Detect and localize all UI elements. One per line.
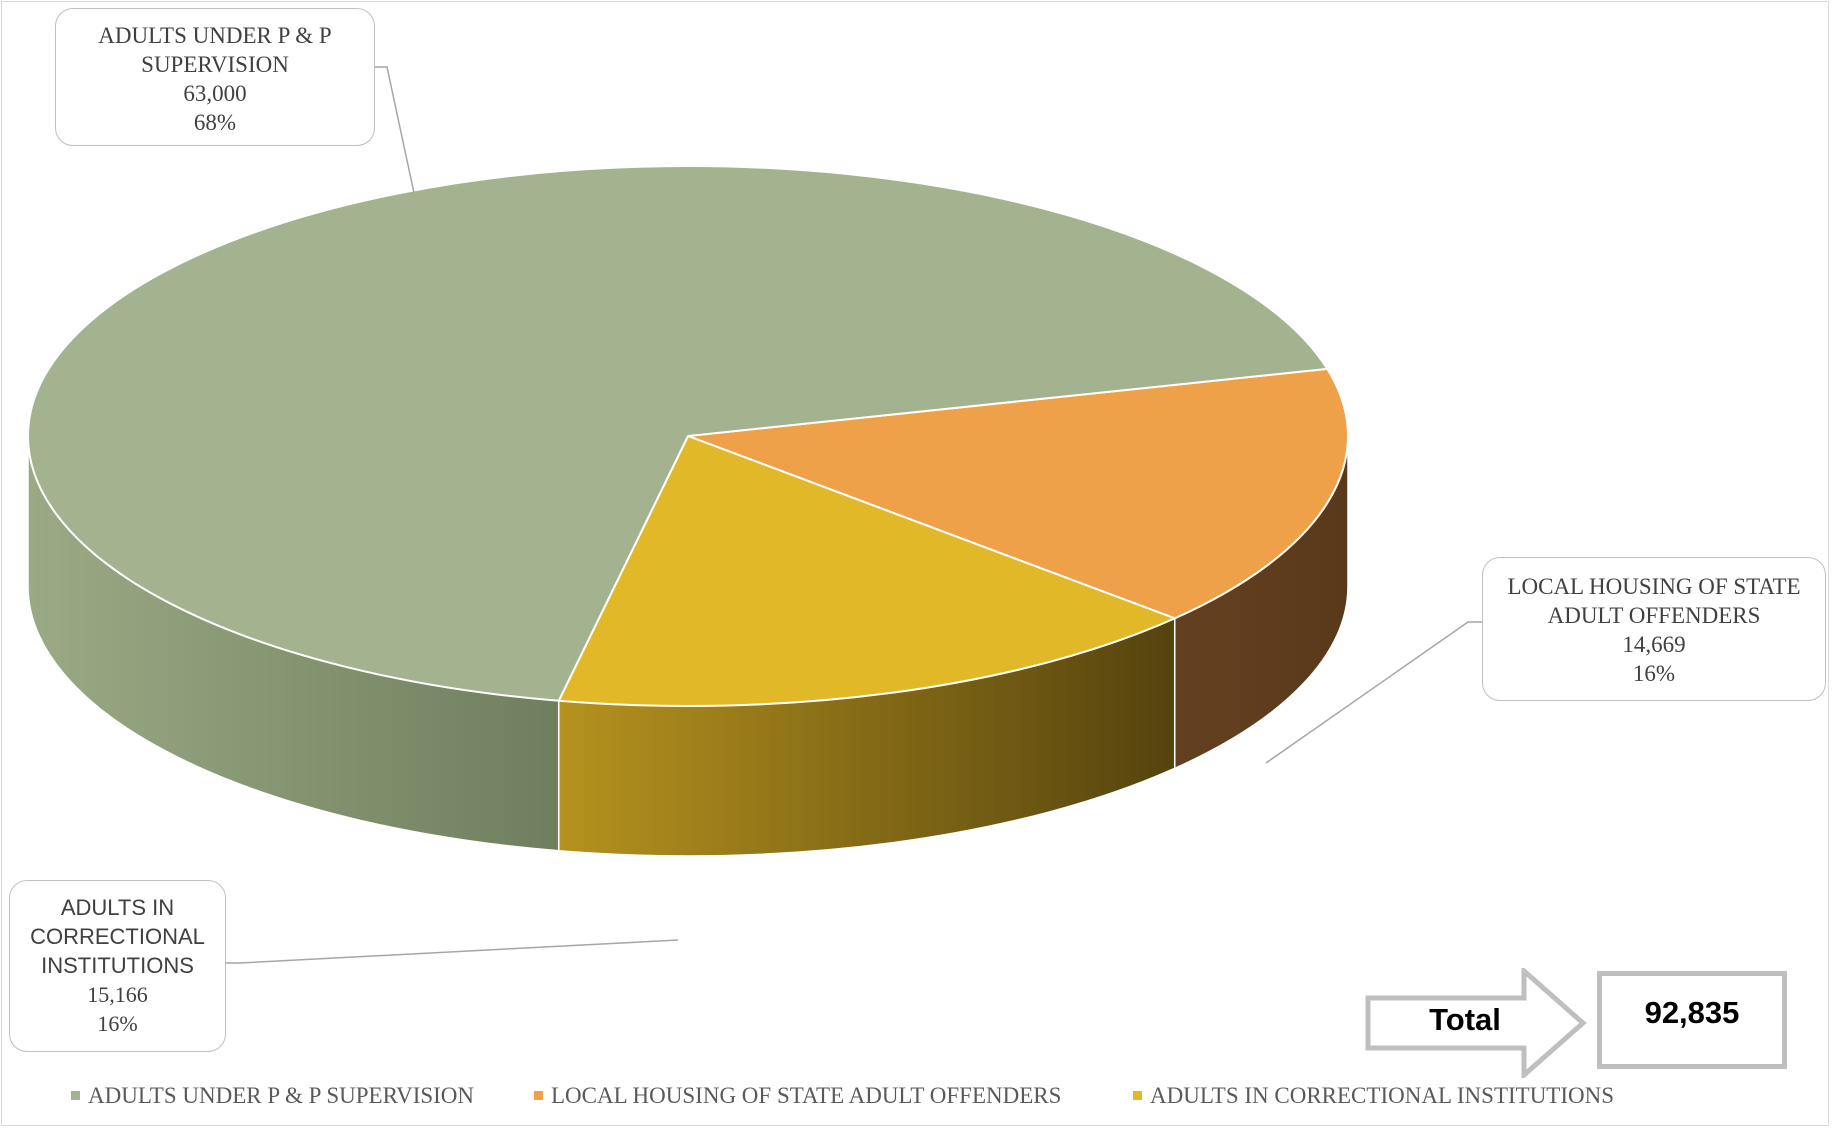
legend-swatch-institutions bbox=[1133, 1091, 1142, 1101]
data-label-institutions-line3: INSTITUTIONS bbox=[41, 953, 194, 978]
data-label-supervision-line2: SUPERVISION bbox=[141, 52, 289, 77]
total-arrow-icon bbox=[1365, 968, 1587, 1078]
data-label-institutions-line2: CORRECTIONAL bbox=[30, 924, 205, 949]
legend-item-local-housing: LOCAL HOUSING OF STATE ADULT OFFENDERS bbox=[534, 1083, 1061, 1109]
data-label-supervision-percent: 68% bbox=[193, 110, 237, 135]
leader-lines bbox=[226, 66, 1482, 964]
data-label-institutions: ADULTS IN CORRECTIONAL INSTITUTIONS 15,1… bbox=[9, 880, 226, 1052]
data-label-institutions-line1: ADULTS IN bbox=[60, 895, 175, 920]
data-label-local-housing-percent: 16% bbox=[1632, 661, 1676, 686]
data-label-institutions-percent: 16% bbox=[97, 1011, 138, 1036]
pie-slice-supervision bbox=[27, 165, 1329, 702]
pie-slice-institutions bbox=[557, 434, 1178, 707]
total-label: Total bbox=[1429, 1002, 1501, 1037]
legend-label-local-housing: LOCAL HOUSING OF STATE ADULT OFFENDERS bbox=[551, 1083, 1062, 1108]
pie-slice-local-housing bbox=[687, 367, 1349, 620]
data-label-local-housing-value: 14,669 bbox=[1622, 632, 1686, 657]
legend-swatch-supervision bbox=[71, 1091, 80, 1101]
legend-swatch-local-housing bbox=[534, 1091, 543, 1101]
legend-label-supervision: ADULTS UNDER P & P SUPERVISION bbox=[88, 1083, 475, 1108]
legend-item-supervision: ADULTS UNDER P & P SUPERVISION bbox=[71, 1083, 474, 1109]
data-label-supervision-line1: ADULTS UNDER P & P bbox=[98, 23, 332, 48]
legend-item-institutions: ADULTS IN CORRECTIONAL INSTITUTIONS bbox=[1133, 1083, 1614, 1109]
legend: ADULTS UNDER P & P SUPERVISION LOCAL HOU… bbox=[0, 1083, 1832, 1113]
data-label-supervision: ADULTS UNDER P & P SUPERVISION 63,000 68… bbox=[55, 8, 375, 146]
data-label-local-housing-line2: ADULT OFFENDERS bbox=[1547, 603, 1761, 628]
data-label-local-housing-line1: LOCAL HOUSING OF STATE bbox=[1507, 574, 1801, 599]
leader-line-supervision bbox=[375, 66, 415, 194]
data-label-local-housing: LOCAL HOUSING OF STATE ADULT OFFENDERS 1… bbox=[1482, 557, 1826, 701]
data-label-institutions-value: 15,166 bbox=[87, 982, 148, 1007]
data-label-supervision-value: 63,000 bbox=[183, 81, 247, 106]
legend-label-institutions: ADULTS IN CORRECTIONAL INSTITUTIONS bbox=[1150, 1083, 1615, 1108]
leader-line-local-housing bbox=[1265, 621, 1482, 764]
leader-line-institutions bbox=[226, 939, 679, 964]
total-value: 92,835 bbox=[1644, 995, 1740, 1030]
total-value-box: 92,835 bbox=[1597, 971, 1787, 1069]
